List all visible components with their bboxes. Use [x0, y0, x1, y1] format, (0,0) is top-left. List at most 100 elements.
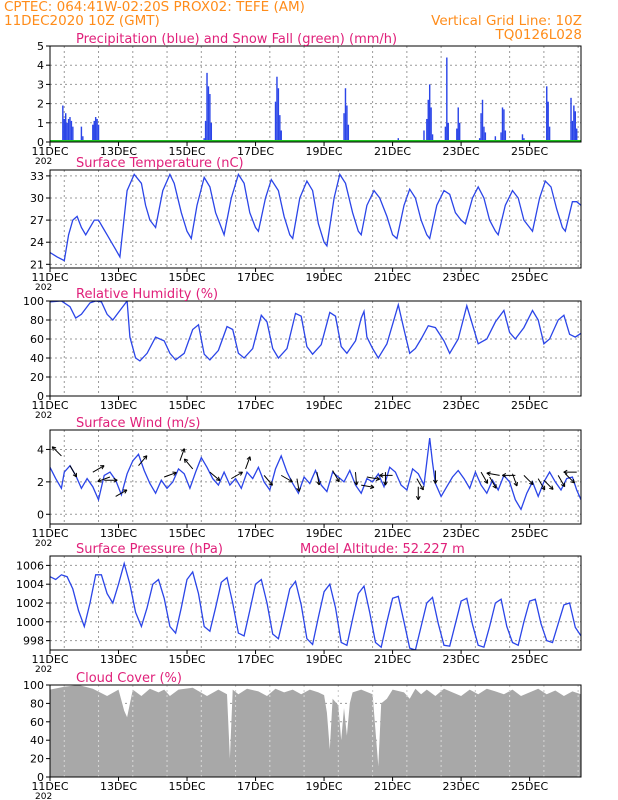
wind-arrow	[523, 475, 534, 485]
wind-arrow-head	[570, 481, 575, 484]
wind-arrow	[231, 471, 243, 480]
wind-arrow-head	[215, 479, 220, 481]
xtick-label: 23DEC	[443, 145, 480, 158]
xtick-label: 13DEC	[100, 399, 137, 412]
ytick-label: 0	[37, 771, 44, 784]
wind-arrow-head	[563, 471, 568, 475]
xtick-label: 19DEC	[306, 145, 343, 158]
panel-precip: 0 1 2 3 4 5 Precipitation (blue) and Snow Fall…	[31, 32, 582, 167]
ytick-label: 0	[37, 390, 44, 403]
ytick-label: 24	[30, 236, 44, 249]
wind-arrow	[557, 475, 566, 487]
xtick-label: 17DEC	[237, 271, 274, 284]
precip-bar	[546, 86, 548, 142]
ytick-label: 40	[30, 734, 44, 747]
xtick-label: 19DEC	[306, 780, 343, 793]
panel-title: Cloud Cover (%)	[76, 671, 182, 686]
wind-arrow-head	[379, 473, 384, 476]
precip-bar	[430, 107, 432, 142]
xtick-label: 17DEC	[237, 145, 274, 158]
xtick-label: 15DEC	[168, 145, 205, 158]
xtick-label: 17DEC	[237, 653, 274, 666]
xtick-label: 21DEC	[374, 527, 411, 540]
precip-bar	[346, 105, 348, 142]
wind-arrow-head	[383, 481, 386, 486]
wind-arrow-head	[486, 471, 491, 474]
wind-arrow	[51, 446, 62, 457]
run-datetime: 11DEC2020 10Z (GMT)	[4, 13, 160, 29]
wind-arrow-head	[271, 481, 273, 486]
wind-arrow-head	[124, 489, 128, 494]
panel-pressure: 998 1000 1002 1004 1006 Surface Pressure (hPa…	[16, 542, 582, 675]
wind-arrow-head	[385, 481, 388, 486]
panel-title: Relative Humidity (%)	[76, 287, 218, 302]
wind-arrow-head	[486, 472, 491, 477]
precip-bar	[96, 118, 98, 142]
wind-arrow	[209, 471, 221, 481]
plot-frame	[49, 684, 582, 778]
precip-bar	[72, 126, 74, 142]
precip-bar	[80, 126, 83, 142]
wind-arrow-head	[572, 478, 575, 484]
precip-bar	[63, 118, 65, 142]
precip-bar	[279, 115, 281, 142]
wind-arrow	[361, 484, 375, 488]
precip-bar	[481, 99, 484, 142]
wind-arrow-head	[97, 480, 102, 483]
wind-arrow-head	[113, 479, 118, 483]
precip-bar	[500, 132, 502, 142]
precip-bar	[66, 122, 68, 142]
precip-bar	[93, 120, 95, 142]
wind-arrow	[92, 465, 105, 473]
wind-arrow	[115, 489, 128, 497]
ytick-label: 60	[30, 333, 44, 346]
wind-arrow-head	[316, 481, 320, 486]
wind-arrow-head	[72, 474, 77, 478]
xtick-label: 25DEC	[511, 399, 548, 412]
wind-arrow	[69, 465, 77, 478]
precip-bar	[94, 117, 97, 142]
xtick-label: 25DEC	[511, 527, 548, 540]
ytick-label: 2	[37, 476, 44, 489]
wind-arrow-head	[240, 471, 243, 476]
wind-arrow-head	[145, 455, 148, 460]
wind-arrow-head	[298, 487, 301, 492]
ytick-label: 1006	[16, 559, 44, 572]
xtick-label: 23DEC	[443, 527, 480, 540]
precip-bar	[210, 122, 213, 142]
xtick-label: 25DEC	[511, 653, 548, 666]
station-info: CPTEC: 064:41W-02:20S PROX02: TEFE (AM)	[4, 0, 305, 15]
panel-cloud: 0 20 40 60 80 100 Cloud Cover (%) 11DEC 13DEC 15D…	[23, 671, 582, 800]
wind-arrow	[97, 476, 111, 482]
xtick-label: 11DEC	[31, 780, 68, 793]
ytick-label: 30	[30, 192, 44, 205]
precip-bar	[428, 84, 431, 142]
precip-bar	[501, 107, 504, 142]
precip-bar	[576, 128, 578, 142]
precip-bar	[67, 118, 70, 142]
wind-arrow-head	[173, 472, 177, 476]
year-fragment: 202	[35, 539, 52, 549]
panel-title: Surface Pressure (hPa)	[76, 542, 223, 557]
precip-bar	[484, 132, 487, 142]
precip-bar	[69, 117, 71, 142]
wind-arrow-head	[415, 495, 419, 500]
wind-arrow	[486, 472, 500, 476]
wind-arrow-head	[560, 484, 565, 488]
precip-bar	[573, 105, 575, 142]
xtick-label: 17DEC	[237, 527, 274, 540]
wind-arrow	[184, 458, 194, 470]
wind-arrow-head	[184, 458, 189, 461]
xtick-label: 11DEC	[31, 527, 68, 540]
wind-arrow-head	[563, 469, 568, 473]
precip-bar	[444, 126, 447, 142]
xtick-label: 25DEC	[511, 271, 548, 284]
wind-arrow-head	[318, 480, 321, 486]
wind-arrow-head	[375, 478, 380, 482]
xtick-label: 21DEC	[374, 653, 411, 666]
ytick-label: 5	[37, 40, 44, 53]
precip-bar	[92, 124, 94, 142]
wind-arrow	[354, 472, 358, 486]
wind-arrow	[164, 472, 177, 478]
wind-arrow-head	[249, 456, 252, 461]
